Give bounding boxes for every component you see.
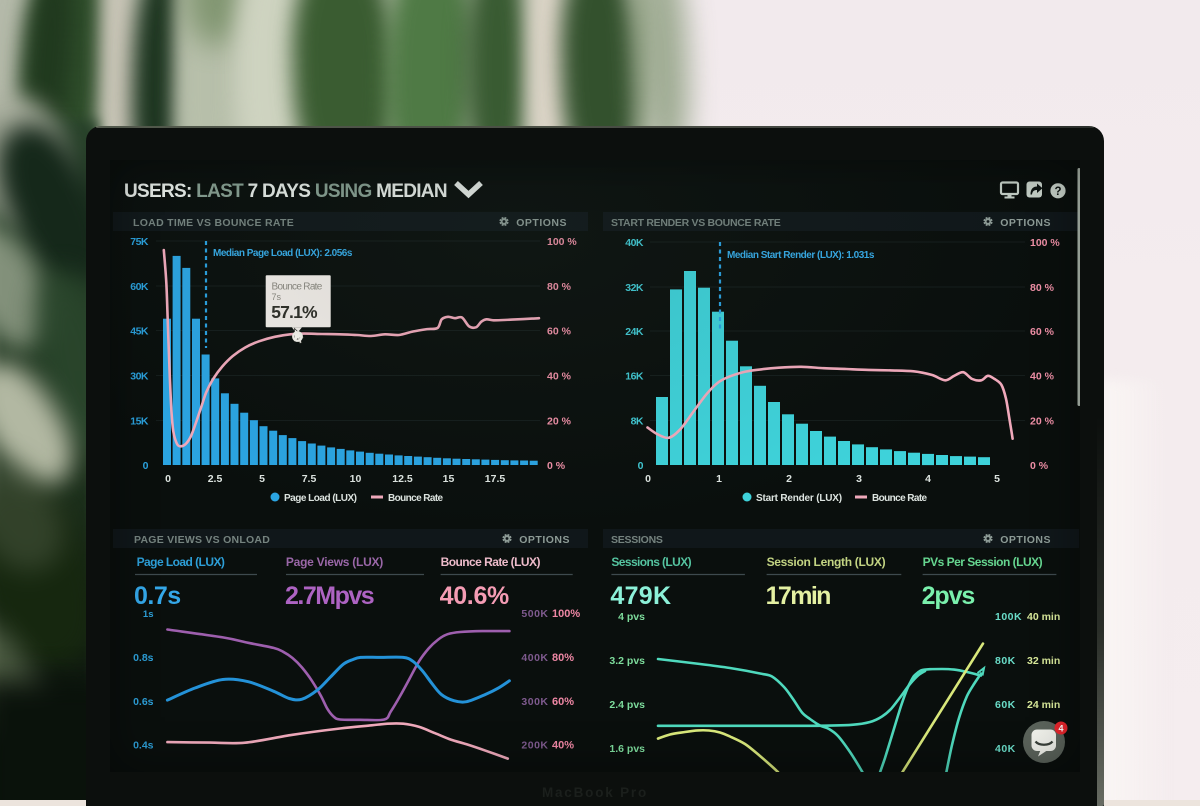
svg-text:2.4 pvs: 2.4 pvs: [609, 699, 645, 711]
svg-text:?: ?: [1054, 186, 1061, 198]
svg-text:80 %: 80 %: [547, 281, 572, 293]
svg-text:0: 0: [645, 473, 651, 485]
svg-text:Median Page Load (LUX): 2.056s: Median Page Load (LUX): 2.056s: [213, 248, 353, 259]
svg-text:24K: 24K: [625, 326, 644, 338]
svg-text:Page Views (LUX): Page Views (LUX): [286, 555, 383, 569]
svg-text:32K: 32K: [625, 282, 644, 294]
svg-text:15K: 15K: [130, 416, 149, 428]
svg-text:30K: 30K: [130, 371, 149, 383]
svg-text:40%: 40%: [552, 740, 574, 752]
svg-text:100K: 100K: [995, 611, 1022, 623]
svg-text:7.5: 7.5: [302, 473, 317, 485]
svg-text:100%: 100%: [552, 608, 580, 620]
svg-text:LOAD TIME VS BOUNCE RATE: LOAD TIME VS BOUNCE RATE: [133, 217, 294, 229]
svg-text:5: 5: [994, 473, 1000, 485]
svg-text:32 min: 32 min: [1027, 655, 1060, 667]
svg-text:OPTIONS: OPTIONS: [516, 217, 567, 229]
svg-text:300K: 300K: [521, 696, 548, 708]
svg-text:100 %: 100 %: [1030, 237, 1060, 249]
svg-text:40 min: 40 min: [1027, 611, 1060, 623]
svg-text:PVs Per Session (LUX): PVs Per Session (LUX): [923, 555, 1043, 569]
svg-text:16K: 16K: [625, 371, 644, 383]
svg-text:40K: 40K: [625, 237, 644, 249]
svg-text:5: 5: [259, 473, 265, 485]
svg-text:Bounce Rate (LUX): Bounce Rate (LUX): [441, 555, 541, 569]
svg-text:Page Load (LUX): Page Load (LUX): [284, 493, 357, 504]
svg-text:17.5: 17.5: [485, 473, 506, 485]
svg-text:0.7s: 0.7s: [134, 582, 181, 610]
svg-text:OPTIONS: OPTIONS: [1000, 534, 1051, 546]
svg-text:OPTIONS: OPTIONS: [519, 534, 570, 546]
svg-text:Bounce Rate: Bounce Rate: [272, 282, 323, 293]
svg-text:2.7Mpvs: 2.7Mpvs: [285, 582, 374, 610]
svg-text:0.8s: 0.8s: [133, 652, 154, 664]
svg-text:7s: 7s: [272, 292, 282, 302]
svg-text:60K: 60K: [130, 281, 149, 293]
svg-text:Bounce Rate: Bounce Rate: [388, 493, 444, 504]
svg-text:100 %: 100 %: [547, 236, 577, 248]
svg-text:1.6 pvs: 1.6 pvs: [609, 743, 645, 755]
svg-text:80 %: 80 %: [1030, 282, 1055, 294]
svg-text:Median Start Render (LUX): 1.0: Median Start Render (LUX): 1.031s: [727, 250, 875, 261]
svg-text:60 %: 60 %: [547, 326, 572, 338]
svg-text:60 %: 60 %: [1030, 326, 1055, 338]
svg-text:40 %: 40 %: [1030, 371, 1055, 383]
svg-text:SESSIONS: SESSIONS: [611, 534, 663, 546]
svg-text:0: 0: [143, 460, 149, 472]
svg-text:20 %: 20 %: [1030, 416, 1055, 428]
svg-text:Sessions (LUX): Sessions (LUX): [611, 555, 691, 569]
svg-text:60%: 60%: [552, 696, 574, 708]
svg-text:400K: 400K: [521, 652, 548, 664]
svg-text:200K: 200K: [521, 740, 548, 752]
svg-text:500K: 500K: [521, 608, 548, 620]
svg-text:3.2 pvs: 3.2 pvs: [609, 655, 645, 667]
svg-text:45K: 45K: [130, 326, 149, 338]
svg-text:Start Render (LUX): Start Render (LUX): [756, 493, 842, 504]
svg-text:0.6s: 0.6s: [133, 696, 154, 708]
svg-text:20 %: 20 %: [547, 416, 572, 428]
svg-text:10: 10: [350, 473, 362, 485]
svg-text:START RENDER VS BOUNCE RATE: START RENDER VS BOUNCE RATE: [611, 217, 781, 229]
svg-text:75K: 75K: [130, 236, 149, 248]
svg-text:40K: 40K: [995, 743, 1016, 755]
svg-text:4: 4: [925, 473, 931, 485]
svg-text:USERS: LAST 7 DAYS USING MEDIA: USERS: LAST 7 DAYS USING MEDIAN: [124, 181, 447, 202]
svg-text:479K: 479K: [610, 582, 671, 610]
svg-text:0: 0: [165, 473, 171, 485]
svg-text:Bounce Rate: Bounce Rate: [872, 493, 928, 504]
svg-text:4 pvs: 4 pvs: [618, 611, 645, 623]
svg-text:40.6%: 40.6%: [440, 582, 509, 610]
svg-text:0 %: 0 %: [1030, 460, 1049, 472]
svg-text:17min: 17min: [766, 582, 831, 610]
svg-text:PAGE VIEWS VS ONLOAD: PAGE VIEWS VS ONLOAD: [134, 534, 270, 546]
svg-text:Page Load (LUX): Page Load (LUX): [137, 555, 225, 569]
svg-text:0 %: 0 %: [547, 460, 566, 472]
svg-text:4: 4: [1058, 724, 1063, 734]
svg-text:2: 2: [786, 473, 792, 485]
svg-text:24 min: 24 min: [1027, 699, 1060, 711]
svg-text:Session Length (LUX): Session Length (LUX): [767, 555, 886, 569]
svg-text:OPTIONS: OPTIONS: [1000, 217, 1051, 229]
svg-text:80K: 80K: [995, 655, 1016, 667]
svg-text:60K: 60K: [995, 699, 1016, 711]
svg-text:0: 0: [638, 460, 644, 472]
svg-text:57.1%: 57.1%: [271, 302, 318, 322]
svg-text:8K: 8K: [631, 416, 644, 428]
svg-text:2.5: 2.5: [208, 473, 223, 485]
svg-text:40 %: 40 %: [547, 371, 572, 383]
svg-text:3: 3: [856, 473, 862, 485]
svg-text:80%: 80%: [552, 652, 574, 664]
svg-text:2pvs: 2pvs: [922, 582, 975, 610]
svg-text:1: 1: [716, 473, 722, 485]
svg-text:1s: 1s: [143, 609, 154, 620]
svg-text:12.5: 12.5: [392, 473, 413, 485]
svg-text:0.4s: 0.4s: [133, 740, 154, 752]
svg-text:15: 15: [443, 473, 455, 485]
